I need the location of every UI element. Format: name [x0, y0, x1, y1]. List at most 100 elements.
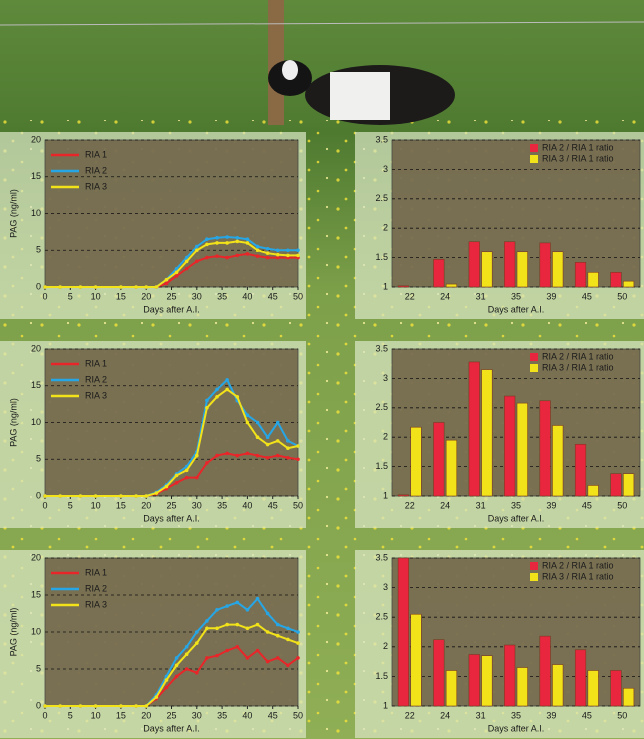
series-line — [45, 240, 298, 288]
y-tick-label: 20 — [31, 552, 41, 562]
x-tick-label: 40 — [242, 710, 252, 720]
point — [275, 248, 280, 253]
y-tick-label: 0 — [36, 281, 41, 291]
y-tick-label: 5 — [36, 454, 41, 464]
point — [215, 653, 219, 658]
x-axis-title: Days after A.I. — [488, 723, 545, 733]
x-tick-label: 39 — [546, 710, 556, 720]
point — [296, 248, 300, 253]
bar — [574, 262, 587, 288]
legend-label: RIA 2 — [85, 374, 107, 384]
point — [286, 637, 290, 642]
x-tick-label: 0 — [42, 500, 47, 510]
point — [265, 611, 270, 616]
x-tick-label: 10 — [91, 710, 101, 720]
legend-label: RIA 1 — [85, 149, 107, 159]
x-tick-label: 20 — [141, 500, 151, 510]
x-tick-label: 50 — [293, 291, 303, 301]
point — [275, 420, 280, 425]
bar — [516, 402, 528, 497]
bar — [504, 241, 516, 288]
legend-swatch — [530, 144, 538, 152]
point — [235, 394, 240, 399]
x-tick-label: 30 — [192, 291, 202, 301]
point — [235, 600, 240, 605]
point — [134, 704, 138, 708]
y-tick-label: 15 — [31, 380, 41, 390]
point — [296, 641, 300, 645]
point — [184, 255, 189, 260]
x-tick-label: 5 — [68, 291, 73, 301]
point — [93, 704, 98, 708]
bar — [445, 283, 458, 288]
point — [205, 656, 209, 660]
point — [215, 453, 219, 458]
x-tick-label: 5 — [68, 710, 73, 720]
x-tick-label: 24 — [440, 710, 450, 720]
x-tick-label: 0 — [42, 291, 47, 301]
point — [225, 378, 229, 382]
x-tick-label: 15 — [116, 710, 126, 720]
y-axis-title: PAG (ng/ml) — [8, 608, 18, 657]
point — [215, 241, 219, 245]
point — [93, 494, 98, 498]
point — [195, 259, 199, 264]
point — [275, 439, 280, 443]
point — [134, 494, 138, 498]
x-tick-label: 24 — [440, 500, 450, 510]
point — [164, 678, 169, 682]
bar — [622, 473, 635, 497]
x-tick-label: 50 — [617, 710, 627, 720]
y-tick-label: 20 — [31, 134, 41, 144]
series-line — [45, 623, 299, 707]
x-tick-label: 5 — [68, 500, 73, 510]
y-tick-label: 2 — [383, 432, 388, 442]
x-tick-label: 40 — [242, 291, 252, 301]
bar — [622, 280, 635, 288]
legend-swatch — [530, 562, 538, 570]
y-tick-label: 2 — [383, 223, 388, 233]
point — [275, 255, 280, 260]
x-tick-label: 45 — [268, 500, 278, 510]
point — [296, 656, 300, 660]
bar — [587, 271, 599, 288]
point — [255, 648, 260, 653]
point — [164, 281, 169, 286]
point — [174, 656, 179, 660]
bar — [539, 635, 551, 707]
bar — [610, 271, 622, 288]
point — [164, 277, 169, 282]
point — [205, 461, 209, 465]
y-tick-label: 10 — [31, 208, 41, 218]
point — [235, 235, 240, 240]
point — [205, 255, 209, 260]
point — [93, 285, 98, 289]
y-tick-label: 10 — [31, 626, 41, 636]
point — [144, 285, 148, 289]
point — [215, 235, 219, 240]
point — [275, 453, 280, 458]
bar — [587, 485, 599, 497]
point — [205, 242, 209, 247]
y-tick-label: 10 — [31, 417, 41, 427]
bar — [504, 644, 516, 707]
point — [225, 648, 229, 653]
bar — [539, 400, 551, 497]
bar — [504, 395, 516, 497]
legend-label: RIA 2 — [85, 165, 107, 175]
bar-chart: 1 1.5 2 2.5 3 3.5 Days after A.I. 22 24 31 35 39 45 5… — [355, 341, 644, 528]
point — [235, 453, 240, 458]
x-tick-label: 30 — [192, 500, 202, 510]
point — [255, 420, 260, 425]
point — [58, 285, 62, 289]
point — [58, 704, 62, 708]
line-chart: 0 5 10 15 20 Days after A.I. PAG (ng/ml) 0 5 10 15… — [0, 132, 306, 319]
point — [164, 685, 169, 690]
point — [205, 619, 209, 623]
point — [174, 473, 179, 478]
point — [265, 442, 270, 447]
point — [225, 255, 229, 260]
legend-label: RIA 2 / RIA 1 ratio — [542, 351, 614, 361]
y-tick-label: 3 — [383, 164, 388, 174]
point — [174, 266, 179, 271]
